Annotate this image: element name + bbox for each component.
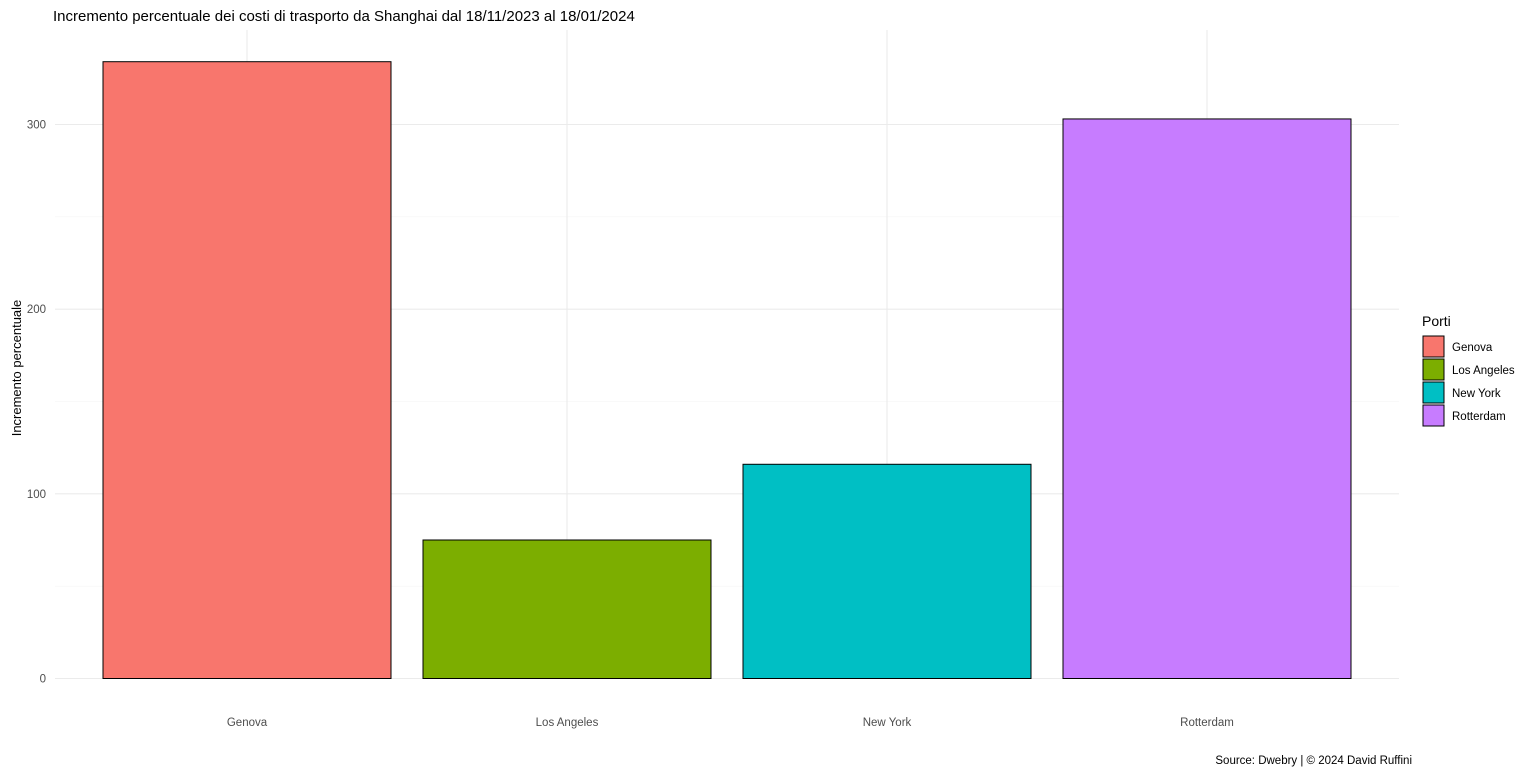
chart-title: Incremento percentuale dei costi di tras… — [53, 8, 635, 25]
y-tick-label: 100 — [27, 489, 46, 501]
x-tick-label: Rotterdam — [1180, 717, 1234, 729]
x-tick-label: Genova — [227, 717, 268, 729]
legend-swatch — [1422, 404, 1445, 427]
bar-rotterdam — [1062, 118, 1352, 680]
legend-label: New York — [1452, 388, 1501, 400]
legend-label: Los Angeles — [1452, 365, 1515, 377]
y-tick-label: 200 — [27, 304, 46, 316]
legend-swatch — [1422, 335, 1445, 358]
caption: Source: Dwebry | © 2024 David Ruffini — [1215, 755, 1412, 767]
x-tick-label: Los Angeles — [536, 717, 599, 729]
legend-swatch — [1422, 381, 1445, 404]
y-tick-label: 0 — [40, 674, 46, 686]
y-axis-label: Incremento percentuale — [9, 300, 24, 437]
legend-label: Genova — [1452, 342, 1493, 354]
bar-los-angeles — [422, 539, 712, 679]
legend-label: Rotterdam — [1452, 411, 1506, 423]
bar-new-york — [742, 463, 1032, 679]
bar-genova — [102, 61, 392, 679]
x-tick-label: New York — [863, 717, 912, 729]
y-tick-label: 300 — [27, 119, 46, 131]
legend-title: Porti — [1422, 313, 1451, 329]
legend-swatch — [1422, 358, 1445, 381]
